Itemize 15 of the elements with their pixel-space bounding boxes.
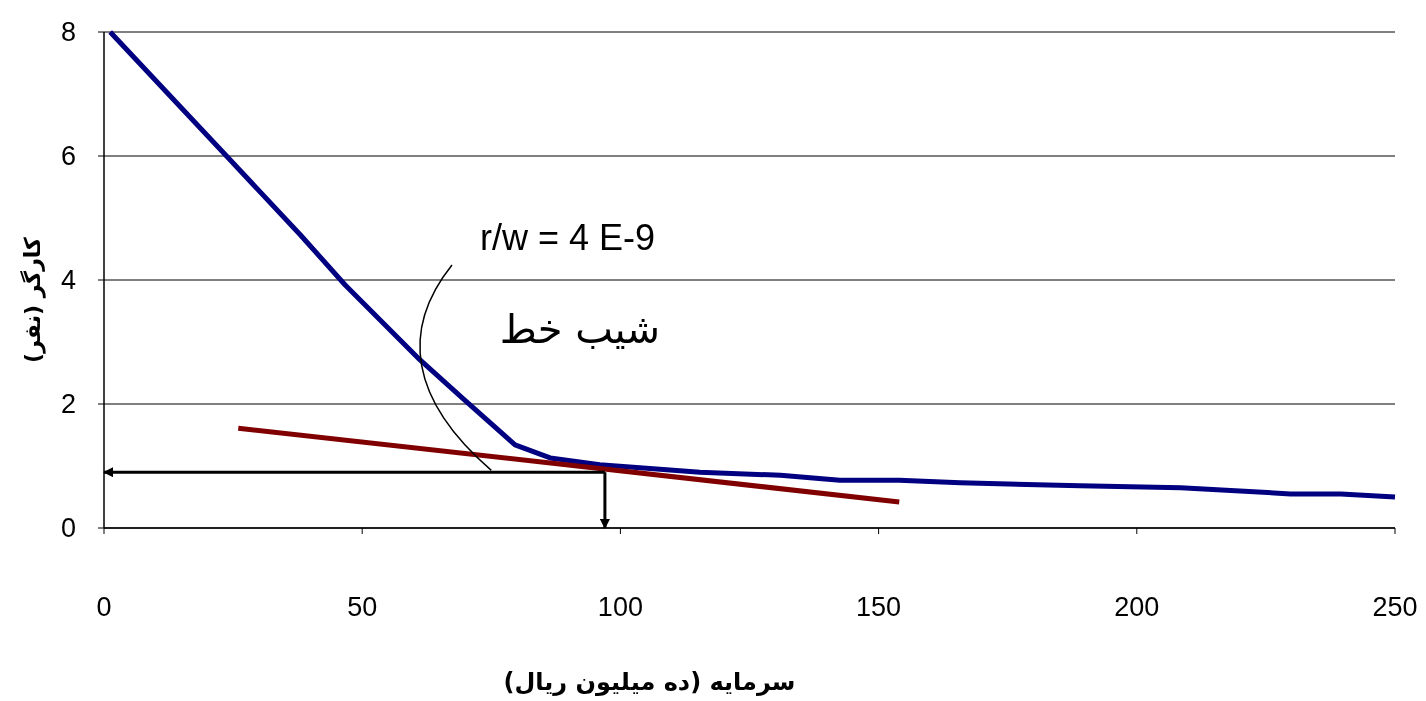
annotation: شیب خط bbox=[499, 306, 661, 352]
x-tick-label: 250 bbox=[1372, 592, 1418, 622]
y-tick-label: 6 bbox=[60, 141, 76, 171]
y-tick-label: 0 bbox=[60, 513, 76, 543]
x-tick-label: 200 bbox=[1114, 592, 1160, 622]
x-tick-label: 100 bbox=[597, 592, 643, 622]
x-axis-title: سرمایه (ده میلیون ریال) bbox=[503, 668, 796, 696]
y-tick-label: 8 bbox=[60, 17, 76, 47]
annotation: r/w = 4 E-9 bbox=[480, 217, 656, 258]
y-tick-label: 4 bbox=[60, 265, 76, 295]
y-axis-title: کارگر (نفر) bbox=[19, 236, 46, 363]
y-tick-label: 2 bbox=[60, 389, 76, 419]
x-tick-label: 0 bbox=[96, 592, 112, 622]
x-tick-label: 50 bbox=[347, 592, 378, 622]
x-tick-label: 150 bbox=[856, 592, 902, 622]
